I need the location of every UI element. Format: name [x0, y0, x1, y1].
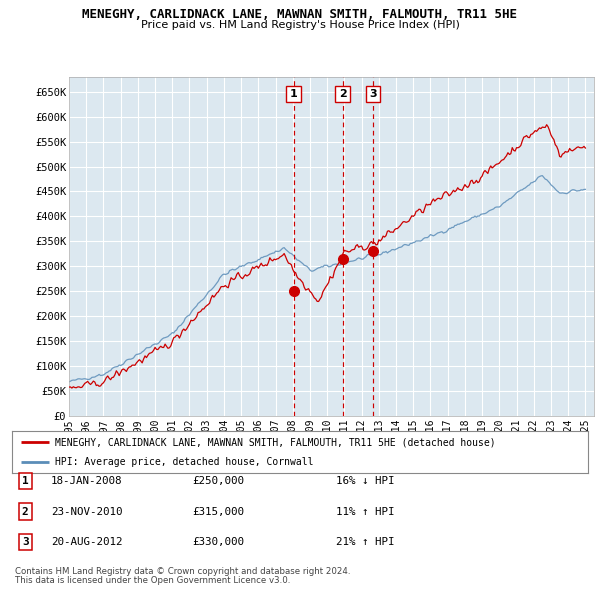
Text: £315,000: £315,000 — [192, 507, 244, 516]
Text: HPI: Average price, detached house, Cornwall: HPI: Average price, detached house, Corn… — [55, 457, 314, 467]
Text: £330,000: £330,000 — [192, 537, 244, 547]
Text: 21% ↑ HPI: 21% ↑ HPI — [336, 537, 395, 547]
Text: 18-JAN-2008: 18-JAN-2008 — [51, 476, 122, 486]
Text: Price paid vs. HM Land Registry's House Price Index (HPI): Price paid vs. HM Land Registry's House … — [140, 20, 460, 30]
Text: MENEGHY, CARLIDNACK LANE, MAWNAN SMITH, FALMOUTH, TR11 5HE: MENEGHY, CARLIDNACK LANE, MAWNAN SMITH, … — [83, 8, 517, 21]
Text: 1: 1 — [290, 89, 298, 99]
Text: 3: 3 — [22, 537, 29, 547]
Text: £250,000: £250,000 — [192, 476, 244, 486]
Text: Contains HM Land Registry data © Crown copyright and database right 2024.: Contains HM Land Registry data © Crown c… — [15, 567, 350, 576]
Text: 2: 2 — [22, 507, 29, 516]
Text: 20-AUG-2012: 20-AUG-2012 — [51, 537, 122, 547]
Text: 3: 3 — [369, 89, 377, 99]
Text: 23-NOV-2010: 23-NOV-2010 — [51, 507, 122, 516]
Text: 2: 2 — [339, 89, 347, 99]
Text: 1: 1 — [22, 476, 29, 486]
Text: 16% ↓ HPI: 16% ↓ HPI — [336, 476, 395, 486]
Text: MENEGHY, CARLIDNACK LANE, MAWNAN SMITH, FALMOUTH, TR11 5HE (detached house): MENEGHY, CARLIDNACK LANE, MAWNAN SMITH, … — [55, 437, 496, 447]
Text: 11% ↑ HPI: 11% ↑ HPI — [336, 507, 395, 516]
Text: This data is licensed under the Open Government Licence v3.0.: This data is licensed under the Open Gov… — [15, 576, 290, 585]
